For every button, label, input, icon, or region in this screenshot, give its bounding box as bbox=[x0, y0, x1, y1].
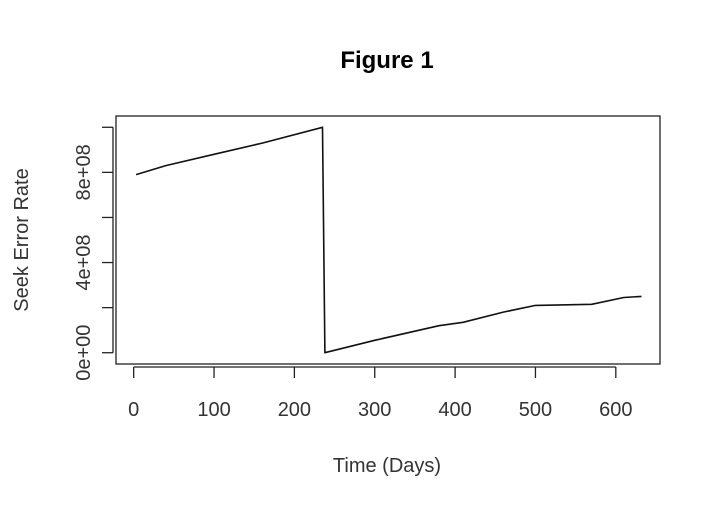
y-tick-label: 8e+08 bbox=[73, 144, 95, 200]
x-axis-label: Time (Days) bbox=[333, 455, 441, 477]
y-axis: 0e+00 4e+08 8e+08 bbox=[73, 126, 114, 381]
x-tick-label: 200 bbox=[278, 399, 311, 421]
plot-frame bbox=[115, 115, 661, 365]
y-axis-label: Seek Error Rate bbox=[11, 168, 33, 311]
x-tick-label: 600 bbox=[599, 399, 632, 421]
x-tick-label: 400 bbox=[438, 399, 471, 421]
x-tick-label: 300 bbox=[358, 399, 391, 421]
series-line bbox=[135, 126, 642, 354]
x-tick-label: 0 bbox=[128, 399, 139, 421]
x-tick-label: 100 bbox=[197, 399, 230, 421]
y-tick-label: 0e+00 bbox=[73, 325, 95, 381]
series-group bbox=[135, 126, 642, 354]
y-tick-label: 4e+08 bbox=[73, 234, 95, 290]
x-axis: 0 100 200 300 400 500 600 bbox=[128, 366, 632, 421]
chart-title: Figure 1 bbox=[340, 47, 433, 74]
x-tick-label: 500 bbox=[519, 399, 552, 421]
